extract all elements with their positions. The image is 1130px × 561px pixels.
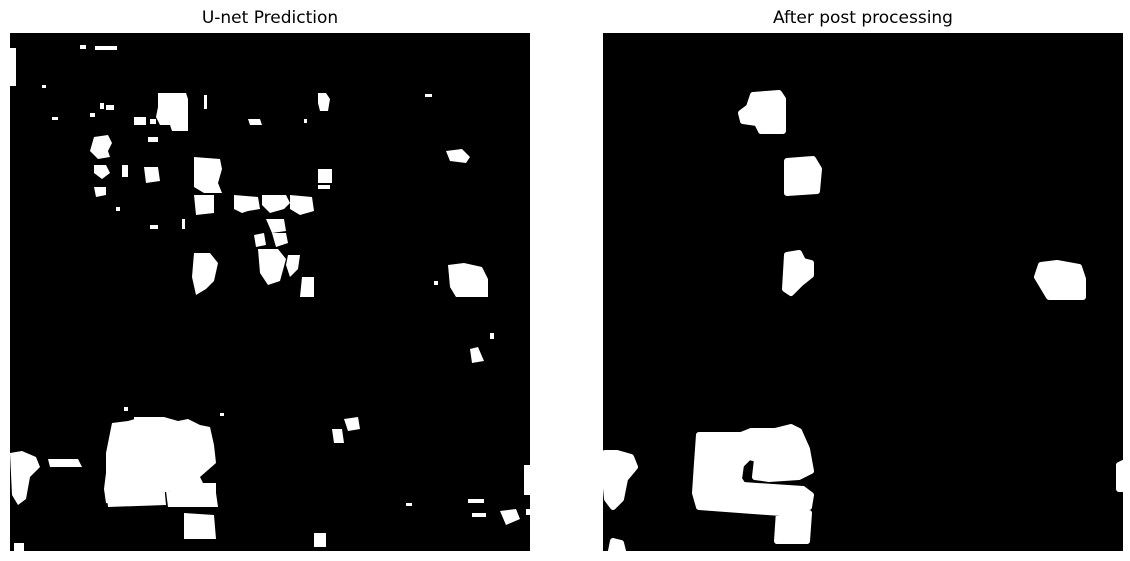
post-processing-mask	[603, 33, 1123, 551]
unet-prediction-title: U-net Prediction	[201, 8, 339, 28]
post-processing-title: After post processing	[773, 8, 953, 28]
unet-prediction-panel: U-net Prediction	[10, 0, 530, 561]
post-processing-panel: After post processing	[603, 0, 1123, 561]
unet-prediction-mask	[10, 33, 530, 551]
